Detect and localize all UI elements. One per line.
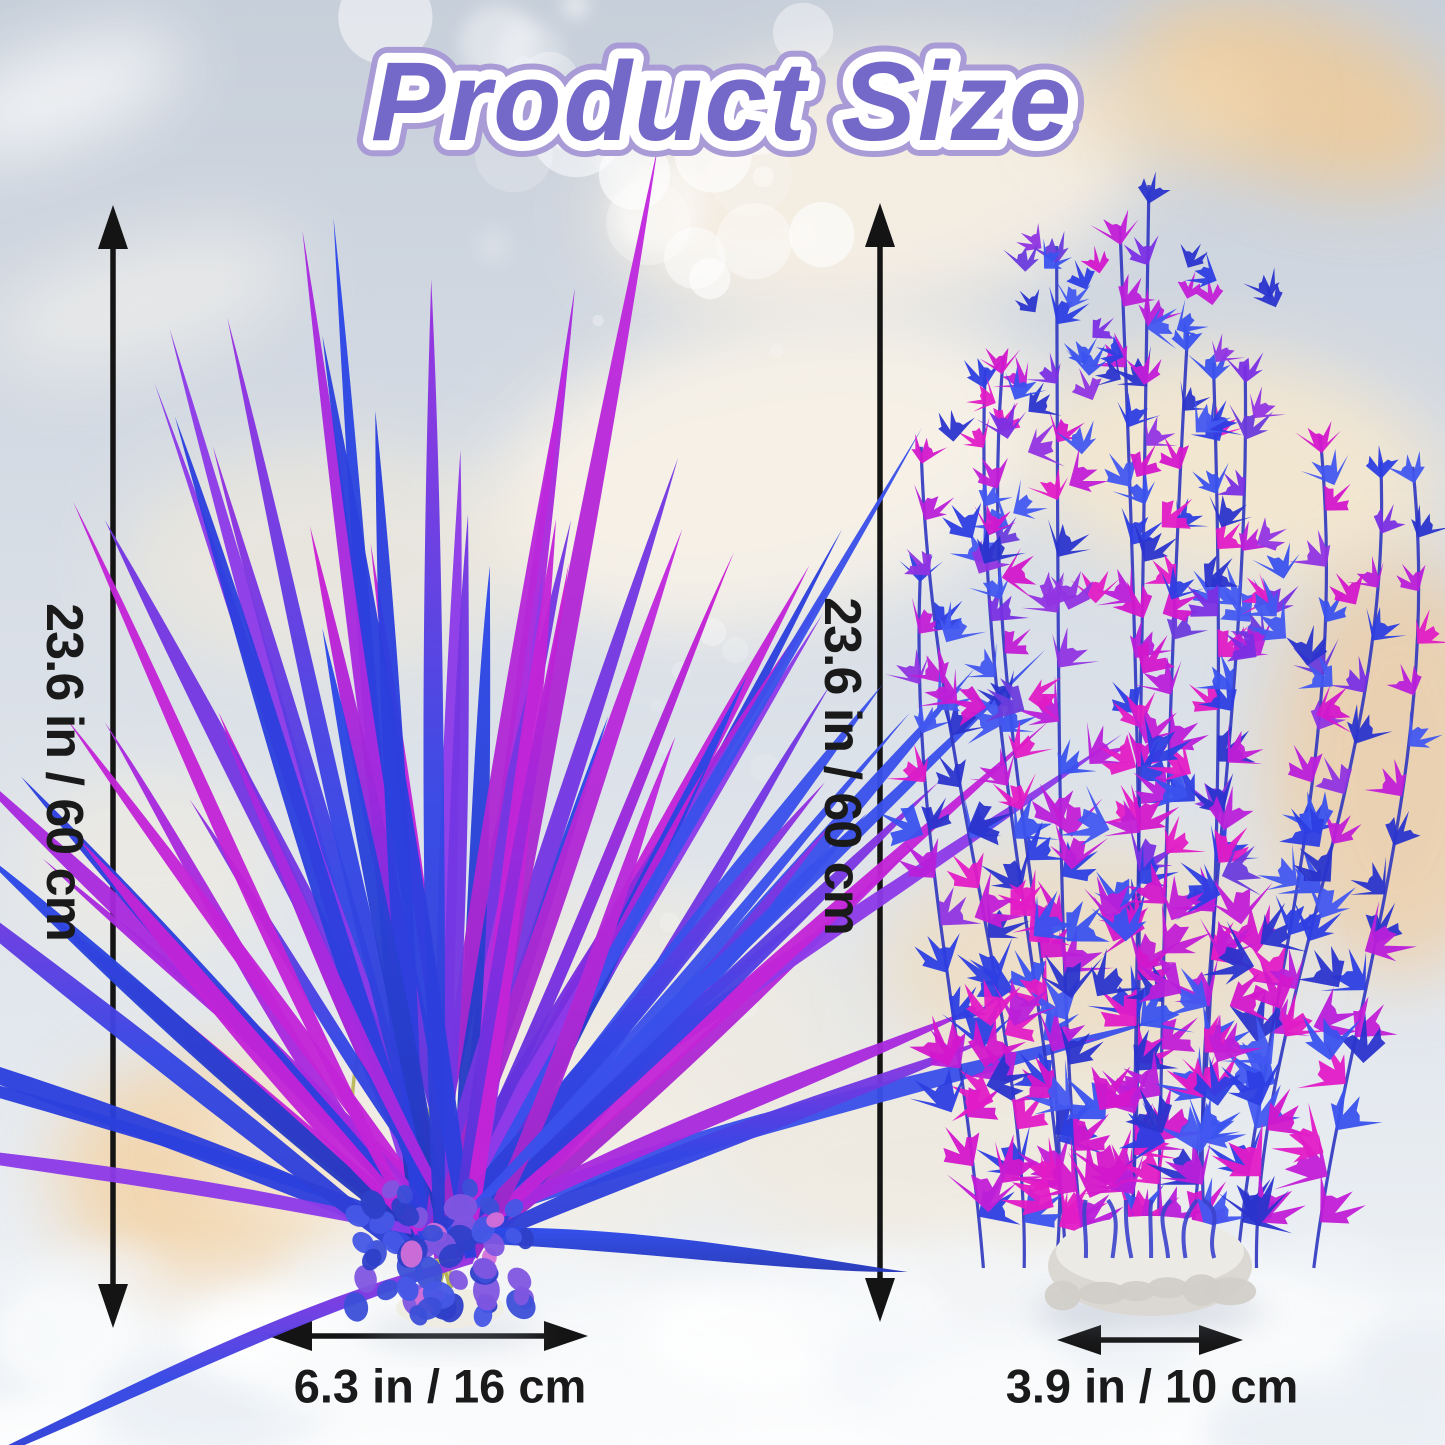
right-plant-image [877, 171, 1445, 1330]
left-plant-width-label: 6.3 in / 16 cm [293, 1359, 587, 1413]
right-plant-height-label: 23.6 in / 60 cm [813, 597, 871, 935]
right-height-arrow [865, 203, 895, 1322]
right-plant-width-label: 3.9 in / 10 cm [1005, 1359, 1299, 1413]
bubbles [338, 0, 855, 1091]
right-width-arrow [1057, 1325, 1243, 1355]
left-plant-height-label: 23.6 in / 60 cm [35, 603, 93, 941]
